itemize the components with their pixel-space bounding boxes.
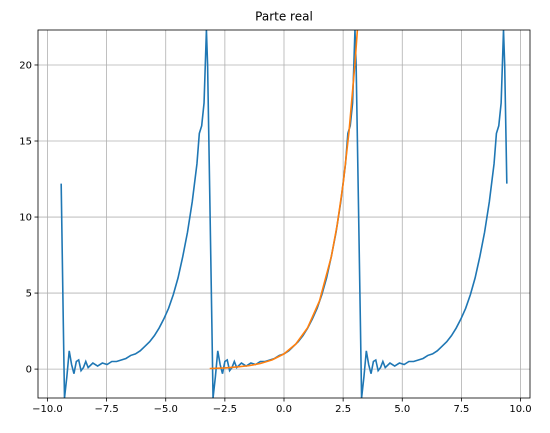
y-tick-label: 10 [19, 213, 32, 224]
x-tick-label: 2.5 [335, 404, 351, 415]
y-tick-label: 15 [19, 137, 32, 148]
x-tick-label: 5.0 [394, 404, 410, 415]
y-tick-label: 0 [26, 365, 32, 376]
y-tick-label: 5 [26, 289, 32, 300]
x-tick-label: −7.5 [94, 404, 118, 415]
x-tick-label: −2.5 [213, 404, 237, 415]
x-tick-label: −5.0 [154, 404, 178, 415]
series-line [209, 30, 359, 370]
x-tick-label: 10.0 [509, 404, 531, 415]
plot-frame [37, 29, 531, 399]
x-tick-label: 7.5 [453, 404, 469, 415]
x-tick-label: −10.0 [32, 404, 63, 415]
x-tick-label: 0.0 [276, 404, 292, 415]
plot-lines [60, 30, 508, 398]
y-tick-label: 20 [19, 60, 32, 71]
chart-title: Parte real [255, 10, 313, 24]
